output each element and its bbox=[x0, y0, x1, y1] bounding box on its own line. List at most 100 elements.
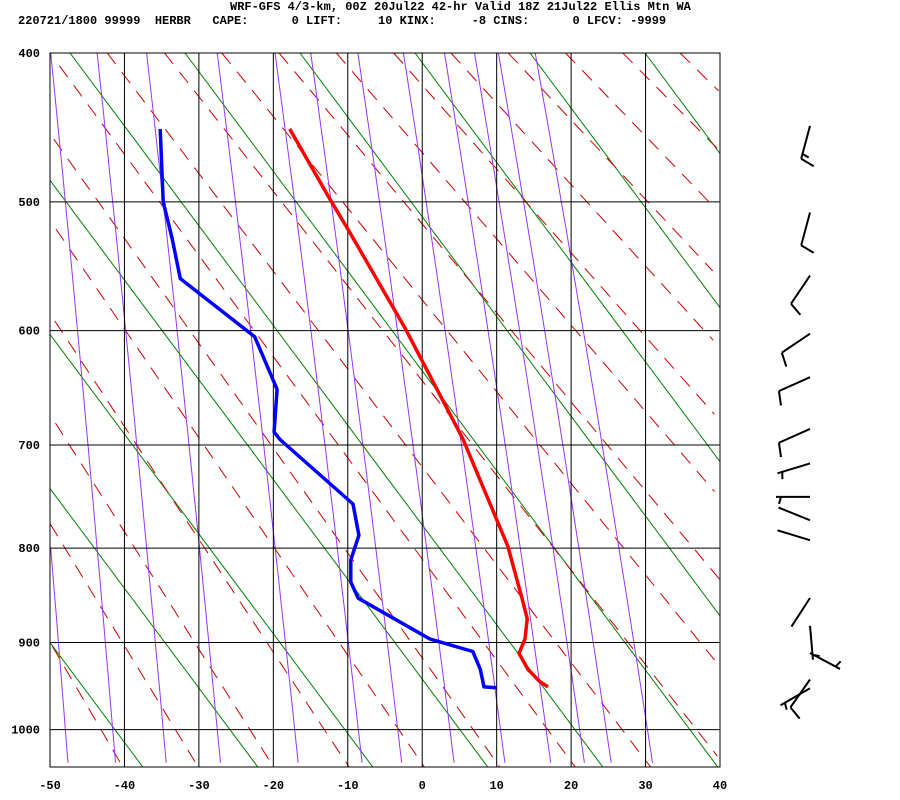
y-tick-label: 500 bbox=[18, 196, 40, 210]
green-reference-line bbox=[50, 642, 144, 767]
wind-barb-half-feather bbox=[778, 496, 782, 505]
wind-barb-staff bbox=[778, 427, 811, 444]
mixing-ratio-line bbox=[50, 548, 69, 763]
dry-adiabat-line bbox=[51, 645, 124, 767]
mixing-ratio-line bbox=[310, 53, 403, 763]
dry-adiabat-line bbox=[278, 53, 720, 580]
wind-barb-staff bbox=[809, 652, 841, 670]
x-tick-label: -50 bbox=[39, 779, 61, 793]
wind-barb-half-feather bbox=[834, 660, 842, 668]
dry-adiabat-line bbox=[164, 53, 718, 757]
x-tick-label: 0 bbox=[419, 779, 426, 793]
green-reference-line bbox=[414, 53, 720, 462]
wind-barb bbox=[776, 495, 810, 505]
wind-barb-staff bbox=[790, 275, 811, 305]
wind-barb-staff bbox=[778, 376, 811, 392]
green-reference-line bbox=[644, 53, 720, 154]
wind-barb-feather bbox=[789, 706, 801, 720]
wind-barb bbox=[789, 678, 811, 720]
dry-adiabat-line bbox=[336, 53, 715, 492]
green-reference-line bbox=[299, 53, 720, 617]
wind-barb bbox=[790, 597, 811, 628]
dry-adiabat-line bbox=[393, 53, 715, 415]
plot-frame bbox=[49, 52, 721, 768]
wind-barb bbox=[777, 427, 811, 458]
dry-adiabat-line bbox=[53, 138, 501, 767]
background-lines bbox=[50, 53, 720, 767]
dry-adiabat-line bbox=[54, 320, 350, 767]
mixing-ratio-line bbox=[402, 53, 506, 763]
x-tick-label: 30 bbox=[638, 779, 652, 793]
x-tick-label: 40 bbox=[713, 779, 727, 793]
dry-adiabat-line bbox=[450, 53, 714, 341]
dry-adiabat-line bbox=[55, 228, 425, 767]
dry-adiabat-line bbox=[679, 53, 719, 92]
mixing-ratio-line bbox=[497, 53, 612, 763]
wind-barb-feather bbox=[780, 352, 788, 367]
wind-barb-half-feather bbox=[783, 702, 788, 711]
wind-barb bbox=[777, 529, 811, 542]
mixing-ratio-line bbox=[50, 53, 116, 763]
green-reference-line bbox=[50, 334, 374, 767]
wind-barb bbox=[809, 652, 842, 670]
y-tick-label: 1000 bbox=[11, 724, 40, 738]
dry-adiabat-line bbox=[221, 53, 716, 661]
mixing-ratio-line bbox=[357, 53, 455, 763]
wind-barb-staff bbox=[780, 687, 811, 707]
y-tick-label: 700 bbox=[18, 439, 40, 453]
sounding-indices: 220721/1800 99999 HERBR CAPE: 0 LIFT: 10… bbox=[18, 14, 667, 28]
wind-barb bbox=[778, 506, 811, 522]
x-tick-label: 10 bbox=[489, 779, 503, 793]
wind-barb bbox=[800, 212, 815, 254]
y-tick-label: 900 bbox=[18, 636, 40, 650]
wind-barb-staff bbox=[790, 597, 811, 628]
wind-barb bbox=[800, 125, 815, 168]
dry-adiabat-line bbox=[565, 53, 715, 208]
wind-barb-feather bbox=[777, 442, 782, 458]
green-reference-line bbox=[529, 53, 720, 308]
y-tick-label: 600 bbox=[18, 325, 40, 339]
wind-barb bbox=[790, 275, 811, 316]
dry-adiabat-line bbox=[55, 422, 275, 767]
mixing-ratio-line bbox=[216, 53, 299, 763]
dry-adiabat-line bbox=[106, 53, 652, 767]
wind-barb-feather bbox=[790, 303, 802, 316]
mixing-ratio-line bbox=[96, 53, 167, 763]
green-reference-line bbox=[184, 53, 719, 767]
dry-adiabat-line bbox=[507, 53, 714, 272]
temperature-profile-line bbox=[288, 128, 549, 689]
wind-barb-staff bbox=[800, 212, 811, 246]
y-tick-label: 800 bbox=[18, 542, 40, 556]
dry-adiabat-line bbox=[58, 65, 576, 767]
green-reference-line bbox=[50, 180, 489, 767]
dewpoint-profile-line bbox=[158, 128, 497, 690]
mixing-ratio-line bbox=[146, 53, 221, 763]
mixing-ratio-line bbox=[274, 53, 363, 763]
x-tick-label: -30 bbox=[188, 779, 210, 793]
chart-title: WRF-GFS 4/3-km, 00Z 20Jul22 42-hr Valid … bbox=[230, 0, 691, 14]
wind-barb-staff bbox=[781, 332, 811, 354]
grid bbox=[49, 52, 721, 768]
wind-barb-staff bbox=[777, 462, 811, 475]
wind-barb bbox=[777, 462, 811, 480]
mixing-ratio-line bbox=[534, 53, 653, 763]
wind-barb-half-feather bbox=[801, 153, 810, 159]
mixing-ratio-line bbox=[444, 53, 552, 763]
wind-barb-staff bbox=[778, 506, 811, 522]
axis-labels: -50 -40 -30 -20 -10 0 10 20 30 40 400 500 600 700 800 9… bbox=[11, 47, 727, 793]
wind-barb bbox=[780, 332, 811, 367]
dry-adiabat-line bbox=[50, 524, 199, 767]
wind-barb-feather bbox=[800, 244, 815, 254]
wind-barb bbox=[780, 687, 811, 711]
wind-barb-staff bbox=[800, 125, 811, 159]
wind-barbs bbox=[776, 125, 842, 720]
x-tick-label: -40 bbox=[114, 779, 136, 793]
wind-barb-staff bbox=[777, 529, 811, 542]
y-tick-label: 400 bbox=[18, 47, 40, 61]
x-tick-label: 20 bbox=[564, 779, 578, 793]
wind-barb-feather bbox=[777, 390, 782, 406]
x-tick-label: -20 bbox=[263, 779, 285, 793]
x-tick-label: -10 bbox=[337, 779, 359, 793]
dry-adiabat-line bbox=[622, 53, 720, 152]
